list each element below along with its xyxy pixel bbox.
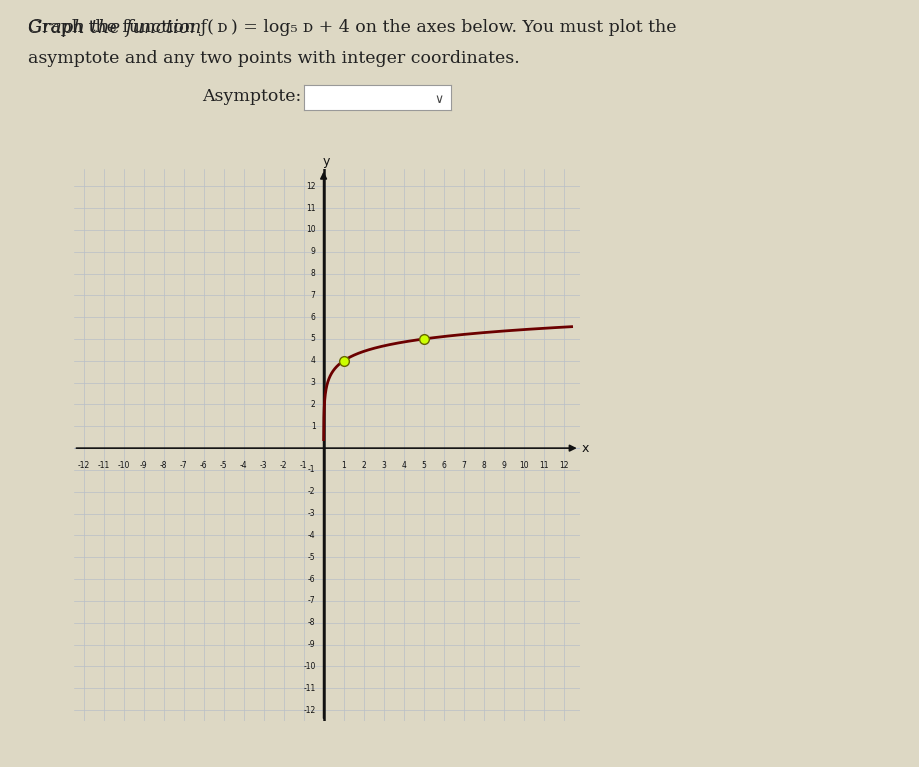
- Text: -7: -7: [308, 597, 315, 605]
- Text: -2: -2: [308, 487, 315, 496]
- Text: Asymptote:: Asymptote:: [202, 88, 301, 105]
- Text: 6: 6: [311, 313, 315, 321]
- Text: 6: 6: [441, 461, 446, 470]
- Text: 3: 3: [311, 378, 315, 387]
- Text: -1: -1: [308, 466, 315, 475]
- Text: 8: 8: [481, 461, 485, 470]
- Text: -8: -8: [308, 618, 315, 627]
- Text: asymptote and any two points with integer coordinates.: asymptote and any two points with intege…: [28, 50, 519, 67]
- Text: 5: 5: [421, 461, 425, 470]
- Text: y: y: [323, 155, 330, 168]
- Text: -12: -12: [303, 706, 315, 715]
- Text: -5: -5: [308, 553, 315, 561]
- Text: -6: -6: [308, 574, 315, 584]
- Text: 12: 12: [558, 461, 568, 470]
- Text: -1: -1: [300, 461, 307, 470]
- Text: Graph the function: Graph the function: [28, 19, 207, 37]
- Text: 12: 12: [306, 182, 315, 191]
- Text: -11: -11: [97, 461, 109, 470]
- Text: x: x: [581, 442, 588, 455]
- Text: 11: 11: [539, 461, 548, 470]
- Text: 1: 1: [341, 461, 346, 470]
- Text: -12: -12: [77, 461, 90, 470]
- Text: 7: 7: [460, 461, 466, 470]
- Text: 10: 10: [306, 225, 315, 235]
- Text: 3: 3: [380, 461, 386, 470]
- Text: 2: 2: [361, 461, 366, 470]
- Text: 5: 5: [311, 334, 315, 344]
- Text: 1: 1: [311, 422, 315, 431]
- Text: -6: -6: [199, 461, 207, 470]
- Text: -11: -11: [303, 683, 315, 693]
- Text: 4: 4: [311, 357, 315, 365]
- Text: Graph the function ƒ( ᴅ ) = log₅ ᴅ + 4 on the axes below. You must plot the: Graph the function ƒ( ᴅ ) = log₅ ᴅ + 4 o…: [28, 19, 675, 36]
- Text: -3: -3: [308, 509, 315, 518]
- Text: -4: -4: [308, 531, 315, 540]
- Text: 8: 8: [311, 269, 315, 278]
- Text: 2: 2: [311, 400, 315, 409]
- Text: -3: -3: [259, 461, 267, 470]
- Text: 7: 7: [311, 291, 315, 300]
- Text: 9: 9: [311, 247, 315, 256]
- Text: -10: -10: [303, 662, 315, 671]
- Text: 10: 10: [518, 461, 528, 470]
- Text: -8: -8: [160, 461, 167, 470]
- Text: -9: -9: [140, 461, 147, 470]
- Text: -9: -9: [308, 640, 315, 649]
- Text: -10: -10: [118, 461, 130, 470]
- Text: 9: 9: [501, 461, 505, 470]
- Text: ∨: ∨: [434, 93, 443, 106]
- Text: 11: 11: [306, 203, 315, 212]
- Text: 4: 4: [401, 461, 405, 470]
- Text: -5: -5: [220, 461, 227, 470]
- Text: -2: -2: [279, 461, 287, 470]
- Text: -7: -7: [179, 461, 187, 470]
- Text: -4: -4: [240, 461, 247, 470]
